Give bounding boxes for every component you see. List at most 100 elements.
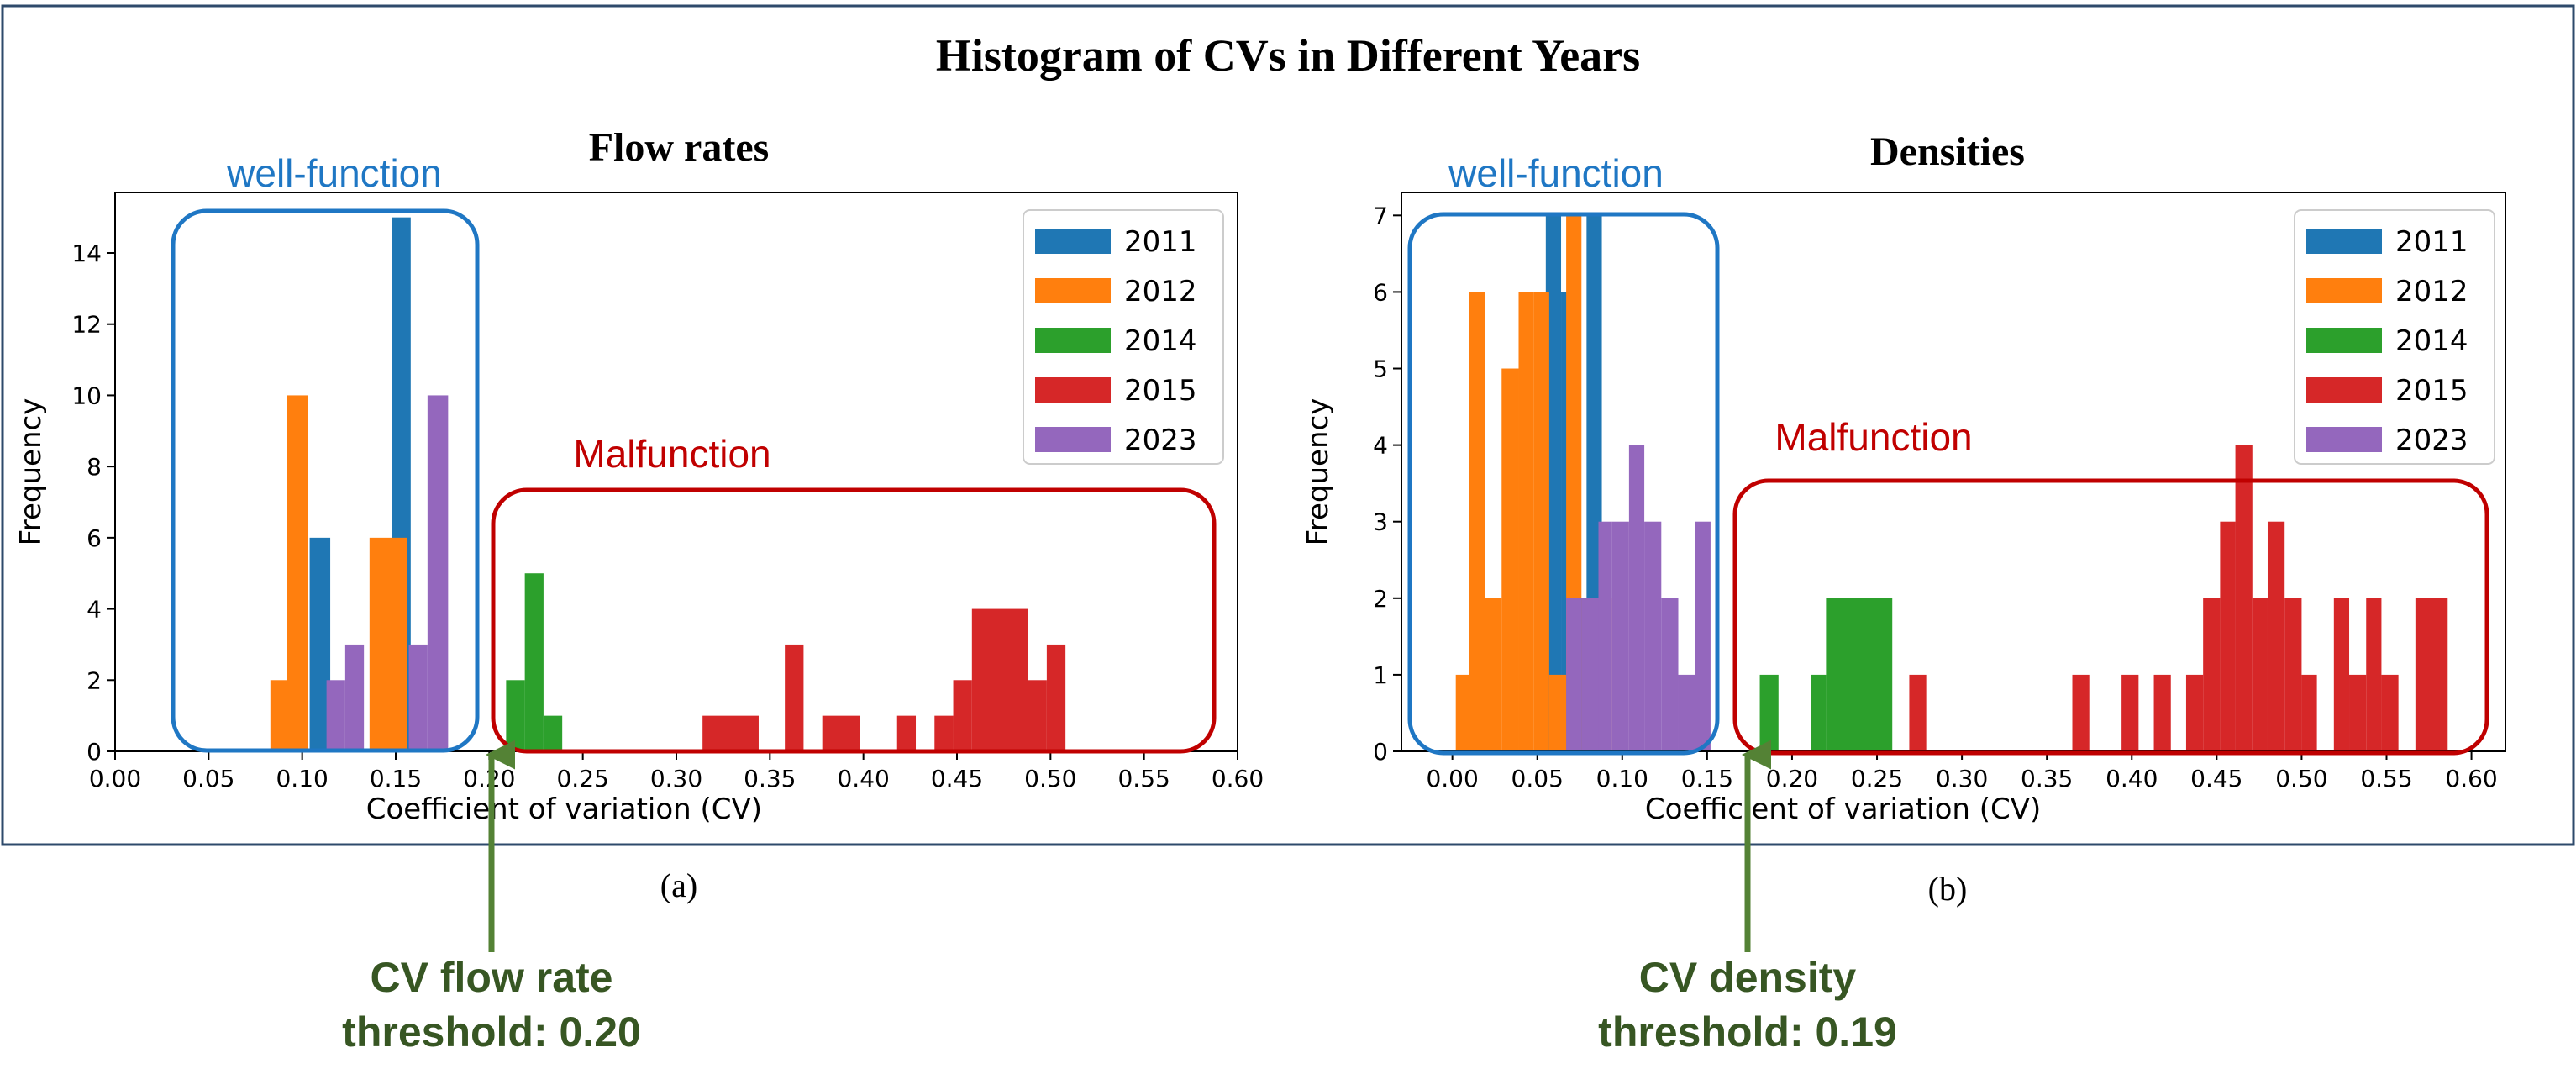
threshold-label-line1: CV density — [1639, 954, 1857, 1001]
legend-label: 2014 — [2395, 324, 2468, 358]
histogram-bar — [287, 395, 308, 751]
legend-label: 2015 — [2395, 374, 2468, 408]
y-tick-label: 14 — [71, 240, 102, 267]
well-function-box — [171, 208, 480, 753]
histogram-bar — [2252, 598, 2268, 751]
histogram-bar — [1598, 521, 1612, 751]
x-tick-label: 0.15 — [370, 765, 422, 792]
x-tick-label: 0.55 — [2360, 765, 2412, 792]
x-tick-label: 0.00 — [1426, 765, 1478, 792]
x-tick-label: 0.05 — [182, 765, 234, 792]
legend-swatch — [2306, 229, 2382, 254]
y-tick-label: 1 — [1373, 661, 1388, 689]
legend-swatch — [2306, 427, 2382, 452]
panel-title: Densities — [1870, 129, 2025, 174]
x-tick-label: 0.10 — [1596, 765, 1648, 792]
malfunction-label: Malfunction — [573, 432, 770, 476]
malfunction-box — [491, 487, 1217, 754]
y-tick-label: 8 — [87, 453, 102, 481]
histogram-bar — [326, 680, 345, 751]
x-tick-label: 0.25 — [556, 765, 608, 792]
histogram-bar — [1545, 215, 1562, 752]
histogram-bar — [2301, 674, 2317, 751]
histogram-bar — [971, 608, 1028, 751]
legend-swatch — [1035, 229, 1111, 254]
series-2014 — [506, 573, 563, 751]
series-2023 — [1566, 445, 1711, 751]
histogram-bar — [1518, 292, 1534, 751]
histogram-bar — [408, 644, 428, 751]
histogram-bar — [1644, 521, 1662, 751]
histogram-bar — [2366, 598, 2382, 751]
series-2012 — [270, 395, 407, 751]
histogram-bar — [702, 715, 759, 751]
x-tick-label: 0.20 — [1766, 765, 1818, 792]
legend-swatch — [2306, 278, 2382, 303]
histogram-bar — [822, 715, 860, 751]
histogram-bar — [506, 680, 525, 751]
y-tick-label: 4 — [1373, 432, 1388, 460]
x-tick-label: 0.15 — [1681, 765, 1733, 792]
x-tick-label: 0.50 — [1024, 765, 1076, 792]
histogram-bar — [2072, 674, 2090, 751]
x-tick-label: 0.05 — [1511, 765, 1564, 792]
legend-swatch — [1035, 427, 1111, 452]
histogram-bar — [2431, 598, 2448, 751]
histogram-bar — [1909, 674, 1927, 751]
x-tick-label: 0.60 — [2445, 765, 2497, 792]
y-axis-label: Frequency — [14, 398, 48, 546]
threshold-label-line2: threshold: 0.19 — [1598, 1008, 1897, 1056]
legend-label: 2011 — [2395, 225, 2468, 259]
legend: 2011 2012 2014 2015 2023 — [1023, 209, 1224, 465]
histogram-bar — [2220, 521, 2236, 751]
histogram-bar — [2333, 598, 2350, 751]
x-tick-label: 0.00 — [89, 765, 141, 792]
x-tick-label: 0.35 — [744, 765, 796, 792]
histogram-bar — [2381, 674, 2399, 751]
x-tick-label: 0.45 — [931, 765, 983, 792]
histogram-bar — [1028, 680, 1047, 751]
histogram-bar — [2415, 598, 2431, 751]
histogram-bar — [1455, 674, 1469, 751]
histogram-bar — [1811, 674, 1827, 751]
histogram-bar — [1695, 521, 1711, 751]
histogram-bar — [1611, 521, 1629, 751]
legend-label: 2023 — [1124, 424, 1197, 457]
well-function-label: well-function — [226, 151, 442, 195]
y-tick-label: 0 — [1373, 738, 1388, 766]
legend-label: 2012 — [1124, 275, 1197, 308]
y-tick-label: 10 — [71, 382, 102, 409]
y-tick-label: 3 — [1373, 508, 1388, 536]
legend-label: 2023 — [2395, 424, 2468, 457]
x-tick-label: 0.30 — [1936, 765, 1988, 792]
series-2023 — [326, 395, 449, 751]
legend-swatch — [1035, 328, 1111, 353]
series-2014 — [1759, 598, 1893, 751]
legend-swatch — [1035, 278, 1111, 303]
panel-label: (b) — [1928, 870, 1968, 908]
x-tick-label: 0.55 — [1117, 765, 1170, 792]
histogram-bar — [344, 644, 365, 751]
histogram-bar — [1581, 598, 1599, 751]
malfunction-label: Malfunction — [1774, 415, 1972, 459]
histogram-bar — [1566, 598, 1582, 751]
x-tick-label: 0.35 — [2021, 765, 2073, 792]
x-axis-label: Coefficient of variation (CV) — [366, 792, 762, 826]
panel-title: Flow rates — [589, 125, 770, 170]
y-tick-label: 2 — [87, 666, 102, 694]
y-tick-label: 7 — [1373, 202, 1388, 229]
histogram-bar — [1501, 368, 1519, 751]
series-2015 — [702, 608, 1066, 751]
x-tick-label: 0.40 — [2105, 765, 2158, 792]
x-tick-label: 0.30 — [650, 765, 702, 792]
histogram-bar — [785, 644, 804, 751]
histogram-bar — [270, 680, 287, 751]
histogram-bar — [1046, 644, 1066, 751]
x-tick-label: 0.10 — [276, 765, 328, 792]
legend-label: 2015 — [1124, 374, 1197, 408]
x-tick-label: 0.40 — [837, 765, 889, 792]
histogram-bar — [1678, 674, 1695, 751]
histogram-bar — [369, 537, 407, 751]
histogram-bar — [427, 395, 449, 751]
well-function-label: well-function — [1448, 151, 1664, 195]
